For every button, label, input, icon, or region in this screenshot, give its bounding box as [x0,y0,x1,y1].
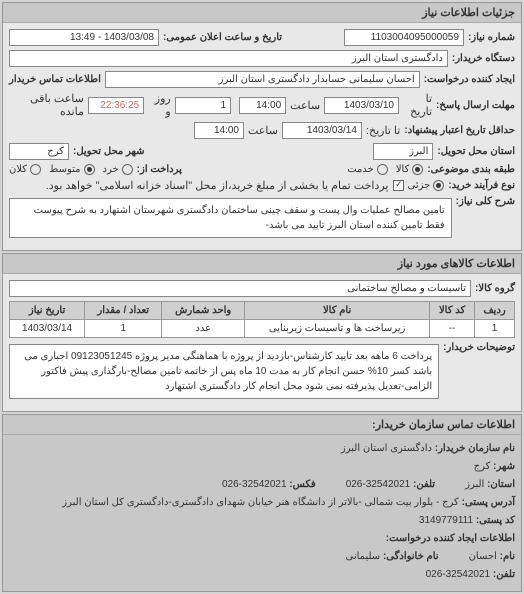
time-label-2: ساعت [248,124,278,137]
radio-medium[interactable] [84,164,95,175]
city: کرج [9,143,69,160]
address: کرج - بلوار بیت شمالی -بالاتر از دانشگاه… [62,497,459,508]
th-1: کد کالا [430,302,475,320]
radio-service[interactable] [377,164,388,175]
c-city-label: شهر: [493,461,515,472]
group-label: گروه کالا: [475,283,515,294]
td-3: عدد [162,320,245,338]
postcode: 3149779111 [419,515,473,526]
c-province-label: استان: [487,479,515,490]
deadline-label: مهلت ارسال پاسخ: [436,100,515,111]
postcode-label: کد پستی: [476,515,515,526]
scale-radio-group: خرد متوسط کلان [9,164,133,175]
td-2: زیرساخت ها و تاسیسات زیربنایی [245,320,430,338]
cphone: 32542021-026 [426,569,491,580]
buyer-note-label: توضیحات خریدار: [443,342,515,353]
c-phone: 32542021-026 [346,479,411,490]
table-header-row: ردیف کد کالا نام کالا واحد شمارش تعداد /… [10,302,515,320]
payment-type-label: نوع فرآیند خرید: [448,180,515,191]
panel2-title: اطلاعات کالاهای مورد نیاز [3,254,521,274]
budget-radio-group: کالا خدمت [347,164,423,175]
city-label: شهر محل تحویل: [73,146,145,157]
lname: سلیمانی [346,551,381,562]
goods-info-panel: اطلاعات کالاهای مورد نیاز گروه کالا: تاس… [2,253,522,412]
buyer-note: پرداخت 6 ماهه بعد تایید کارشناس-بازدید ا… [9,344,439,399]
days-and: روز و [148,92,171,118]
buyer-contact-panel: اطلاعات تماس سازمان خریدار: نام سازمان خ… [2,414,522,592]
request-number: 1103004095000059 [344,29,464,46]
creator: احسان سلیمانی حسابدار دادگستری استان الب… [105,71,420,88]
buyer-contact-label: اطلاعات تماس خریدار [9,74,101,85]
table-row: 1 -- زیرساخت ها و تاسیسات زیربنایی عدد 1… [10,320,515,338]
buyer-org: دادگستری استان البرز [9,50,448,67]
th-5: تاریخ نیاز [10,302,85,320]
deadline-time: 14:00 [239,97,286,114]
payment-note: پرداخت تمام یا بخشی از مبلغ خرید،از محل … [46,179,389,192]
main-desc: تامین مصالح عملیات وال پست و سقف چینی سا… [9,198,452,238]
validity-label: حداقل تاریخ اعتبار پیشنهاد: [404,125,515,136]
th-2: نام کالا [245,302,430,320]
radio-goods[interactable] [412,164,423,175]
cphone-label: تلفن: [493,569,515,580]
name-label: نام: [500,551,515,562]
th-0: ردیف [475,302,515,320]
remaining-days: 1 [175,97,231,114]
td-4: 1 [85,320,162,338]
c-province: البرز [465,479,484,490]
to-label-2: تا تاریخ: [366,124,400,137]
lname-label: نام خانوادگی: [383,551,439,562]
announce-label: تاریخ و ساعت اعلان عمومی: [163,32,282,43]
org: دادگستری استان البرز [341,443,432,454]
th-3: واحد شمارش [162,302,245,320]
radio-large[interactable] [30,164,41,175]
th-4: تعداد / مقدار [85,302,162,320]
remaining-label: ساعت باقی مانده [9,92,84,118]
budget-type-label: طبقه بندی موضوعی: [427,164,515,175]
time-label-1: ساعت [290,99,320,112]
validity-date: 1403/03/14 [282,122,362,139]
goods-table: ردیف کد کالا نام کالا واحد شمارش تعداد /… [9,301,515,338]
td-5: 1403/03/14 [10,320,85,338]
c-fax: 32542021-026 [222,479,287,490]
payment-checkbox[interactable] [393,180,404,191]
group: تاسیسات و مصالح ساختمانی [9,280,471,297]
to-label-1: تا تاریخ [403,92,432,118]
org-label: نام سازمان خریدار: [435,443,515,454]
scale-label: پرداخت از: [137,164,182,175]
creator-label: ایجاد کننده درخواست: [424,74,515,85]
td-1: -- [430,320,475,338]
radio-partial[interactable] [433,180,444,191]
c-fax-label: فکس: [289,479,315,490]
name: احسان [469,551,497,562]
deadline-date: 1403/03/10 [324,97,399,114]
main-desc-label: شرح کلی نیاز: [456,196,515,207]
td-0: 1 [475,320,515,338]
creator-info-label: اطلاعات ایجاد کننده درخواست: [386,533,515,544]
need-details-panel: جزئیات اطلاعات نیاز شماره نیاز: 11030040… [2,2,522,251]
radio-small[interactable] [122,164,133,175]
panel3-title: اطلاعات تماس سازمان خریدار: [3,415,521,435]
c-phone-label: تلفن: [413,479,435,490]
request-number-label: شماره نیاز: [468,32,515,43]
buyer-org-label: دستگاه خریدار: [452,53,515,64]
validity-time: 14:00 [194,122,244,139]
remaining-time: 22:36:25 [88,97,144,114]
address-label: آدرس پستی: [462,497,515,508]
panel1-title: جزئیات اطلاعات نیاز [3,3,521,23]
announce-value: 1403/03/08 - 13:49 [9,29,159,46]
c-city: کرج [474,461,491,472]
province-label: استان محل تحویل: [437,146,515,157]
province: البرز [373,143,433,160]
